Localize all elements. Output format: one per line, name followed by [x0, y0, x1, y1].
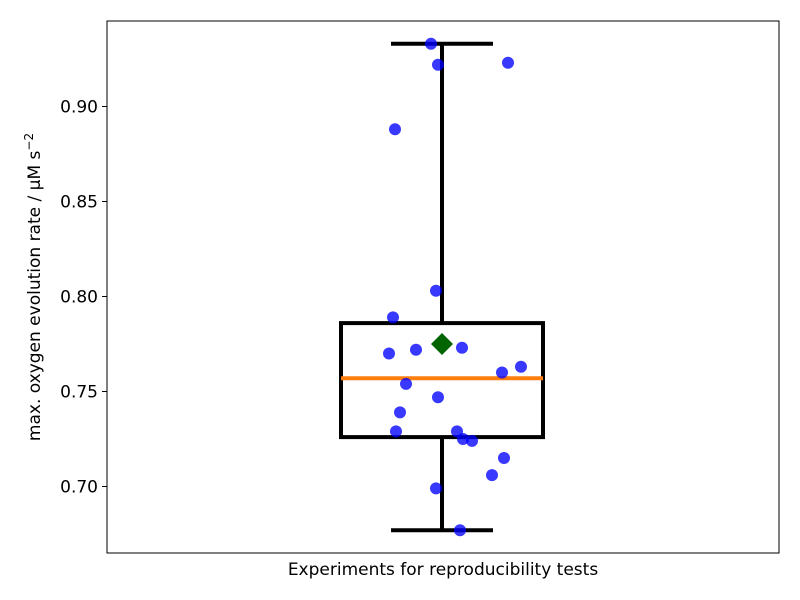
plot-area-frame: [106, 20, 780, 554]
y-axis-label: max. oxygen evolution rate / μM s−2: [22, 133, 45, 441]
data-point: [496, 366, 508, 379]
y-tick-label: 0.90: [60, 98, 98, 118]
data-point: [486, 469, 498, 482]
data-point: [400, 377, 412, 390]
data-point: [456, 341, 468, 354]
data-point: [390, 425, 402, 438]
box-plot: [339, 41, 545, 533]
data-point: [430, 284, 442, 297]
data-point: [387, 311, 399, 324]
y-tick-label: 0.80: [60, 288, 98, 308]
y-tick-label: 0.75: [60, 383, 98, 403]
y-axis-label-superscript: −2: [22, 133, 36, 151]
data-point: [389, 123, 401, 136]
data-point: [394, 406, 406, 419]
x-axis-label: Experiments for reproducibility tests: [288, 560, 599, 580]
data-point: [383, 347, 395, 360]
data-point: [498, 452, 510, 464]
y-tick-label: 0.70: [60, 478, 98, 498]
y-tick-label: 0.85: [60, 193, 98, 213]
data-point: [432, 58, 444, 71]
data-point: [515, 360, 527, 373]
data-point: [425, 37, 437, 50]
data-point: [430, 482, 442, 495]
data-point: [502, 56, 514, 69]
mean-marker: [431, 333, 453, 355]
data-point: [410, 343, 422, 356]
y-axis: 0.70 0.75 0.80 0.85 0.90: [60, 98, 107, 498]
data-point: [432, 391, 444, 404]
data-points: [383, 37, 527, 537]
data-point: [466, 434, 478, 447]
data-point: [454, 524, 466, 537]
y-axis-label-main: max. oxygen evolution rate / μM s: [25, 150, 45, 441]
data-point: [457, 433, 469, 445]
